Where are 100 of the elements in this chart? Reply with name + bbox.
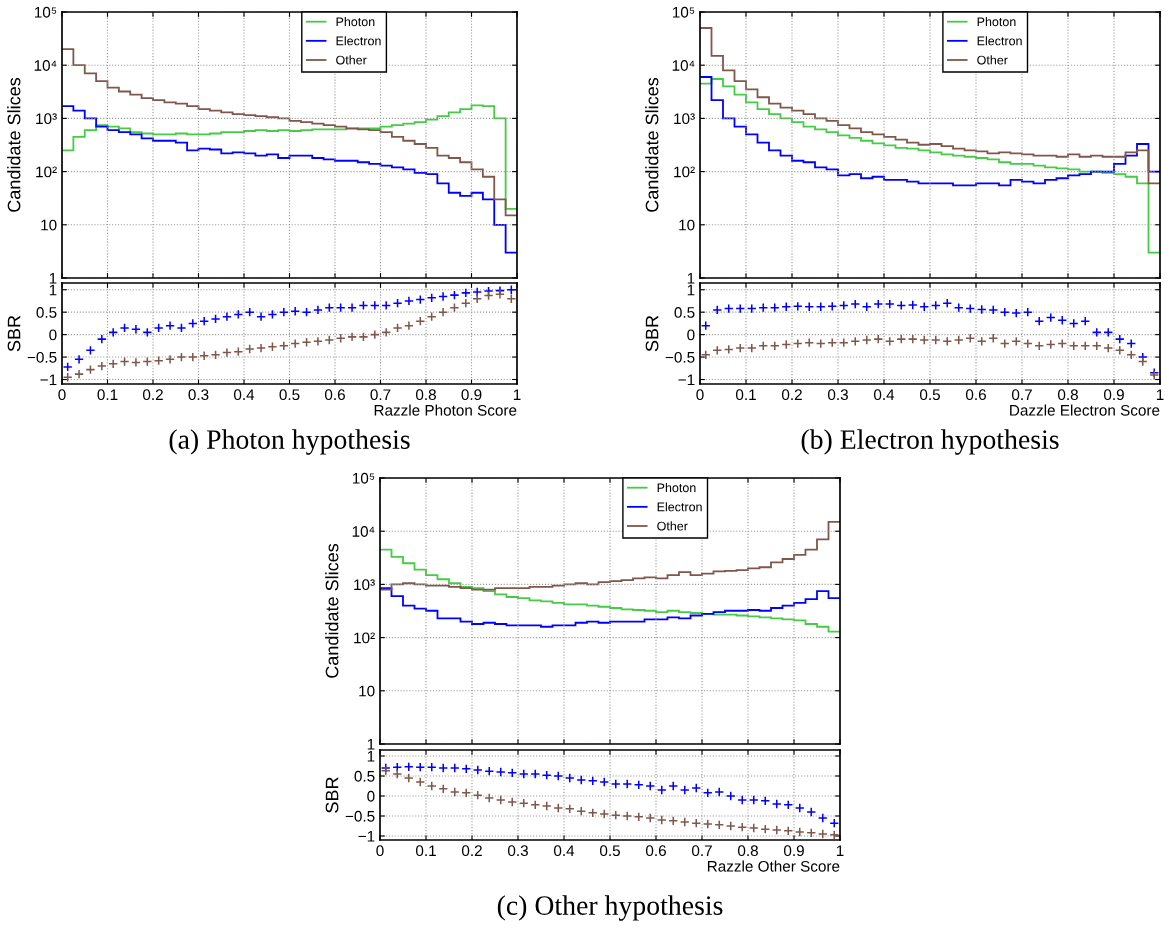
point bbox=[850, 299, 861, 310]
point bbox=[919, 301, 930, 312]
point bbox=[426, 762, 437, 773]
point bbox=[415, 762, 426, 773]
point bbox=[564, 803, 575, 814]
point bbox=[758, 340, 769, 351]
legend-label: Photon bbox=[977, 17, 1016, 27]
point bbox=[438, 763, 449, 773]
point bbox=[1022, 307, 1033, 318]
x-tick-label: 0.6 bbox=[645, 845, 666, 857]
x-tick-label: 0.2 bbox=[461, 845, 482, 857]
point bbox=[725, 821, 736, 831]
point bbox=[1091, 340, 1102, 351]
point bbox=[794, 827, 805, 837]
point bbox=[415, 777, 426, 787]
point bbox=[119, 322, 130, 333]
point bbox=[712, 305, 723, 315]
x-tick-label: 0.7 bbox=[1011, 389, 1032, 401]
point bbox=[438, 783, 449, 794]
point bbox=[187, 352, 198, 362]
x-tick-label: 1 bbox=[1156, 389, 1164, 400]
y-tick-label: −1 bbox=[40, 374, 57, 386]
point bbox=[999, 307, 1010, 318]
point bbox=[610, 810, 621, 821]
point bbox=[1080, 316, 1091, 327]
point bbox=[760, 824, 771, 835]
point bbox=[1057, 315, 1068, 326]
point bbox=[369, 329, 380, 340]
point bbox=[576, 775, 587, 785]
point bbox=[873, 299, 884, 310]
point bbox=[472, 765, 483, 775]
y-tick-label: 1 bbox=[367, 751, 375, 762]
y-tick-label: 1 bbox=[367, 739, 375, 750]
legend-label: Electron bbox=[657, 502, 702, 512]
y-axis-title: SBR bbox=[7, 315, 21, 352]
point bbox=[176, 352, 187, 362]
point bbox=[1103, 327, 1114, 338]
point bbox=[290, 338, 301, 349]
point bbox=[792, 338, 803, 349]
point bbox=[358, 331, 369, 342]
x-tick-label: 0 bbox=[58, 389, 66, 401]
point bbox=[873, 334, 884, 345]
y-tick-label: 10² bbox=[36, 166, 57, 178]
point bbox=[131, 357, 141, 368]
point bbox=[622, 779, 633, 789]
legend-label: Other bbox=[657, 521, 688, 531]
y-tick-label: 10⁵ bbox=[352, 472, 375, 484]
legend-label: Photon bbox=[336, 17, 375, 27]
point bbox=[748, 823, 759, 833]
x-tick-label: 0.9 bbox=[1103, 389, 1124, 401]
point bbox=[735, 343, 746, 354]
point bbox=[610, 779, 621, 789]
y-tick-label: 10⁴ bbox=[352, 526, 375, 537]
point bbox=[530, 799, 541, 810]
point bbox=[976, 336, 987, 347]
point bbox=[472, 790, 483, 801]
point bbox=[896, 334, 907, 345]
point bbox=[679, 785, 690, 795]
point bbox=[850, 336, 861, 347]
point bbox=[426, 781, 437, 791]
point bbox=[1080, 340, 1091, 351]
point bbox=[633, 811, 644, 822]
point bbox=[278, 340, 289, 351]
point bbox=[518, 798, 529, 809]
point bbox=[829, 829, 840, 840]
point bbox=[907, 334, 918, 345]
point bbox=[817, 829, 828, 839]
point bbox=[714, 819, 725, 830]
point bbox=[817, 813, 828, 823]
y-tick-label: 1 bbox=[49, 273, 57, 284]
point bbox=[553, 803, 564, 813]
y-axis-title: Candidate Slices bbox=[325, 543, 339, 678]
point bbox=[381, 327, 392, 338]
point bbox=[313, 305, 323, 315]
point bbox=[449, 763, 460, 773]
point bbox=[942, 336, 953, 347]
text: (b) Electron hypothesis bbox=[801, 429, 1059, 455]
point bbox=[1068, 340, 1079, 351]
y-tick-label: 1 bbox=[687, 284, 695, 296]
point bbox=[1114, 334, 1125, 345]
x-tick-label: 0.5 bbox=[919, 389, 940, 401]
point bbox=[700, 349, 711, 360]
point bbox=[403, 773, 414, 783]
point bbox=[392, 322, 403, 333]
point bbox=[404, 296, 414, 306]
y-tick-label: 10⁴ bbox=[34, 60, 57, 71]
point bbox=[222, 347, 232, 358]
point bbox=[495, 767, 506, 777]
point bbox=[700, 320, 711, 331]
point bbox=[668, 781, 679, 791]
point bbox=[723, 344, 734, 355]
point bbox=[96, 334, 107, 345]
point bbox=[723, 303, 734, 314]
point bbox=[645, 813, 656, 823]
y-axis-title: SBR bbox=[325, 777, 339, 813]
y-tick-label: 10⁵ bbox=[34, 6, 57, 18]
point bbox=[1034, 340, 1045, 351]
x-tick-label: 0.5 bbox=[599, 845, 620, 857]
x-tick-label: 0.3 bbox=[188, 389, 209, 401]
x-tick-label: 0.6 bbox=[324, 389, 345, 401]
